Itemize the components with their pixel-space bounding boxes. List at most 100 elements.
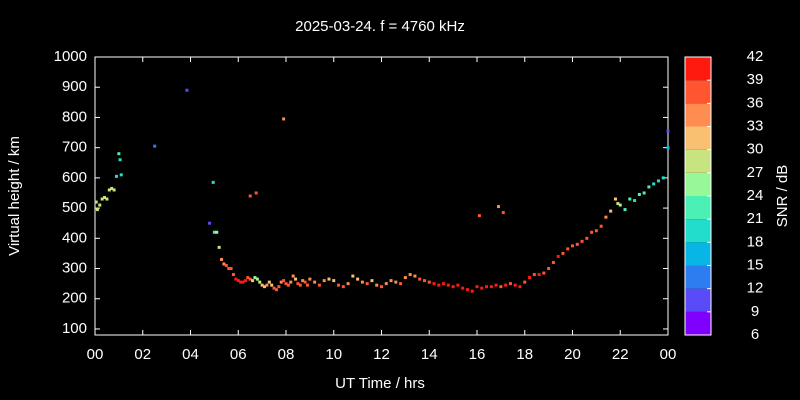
point xyxy=(532,273,536,277)
point xyxy=(504,283,508,287)
point xyxy=(107,188,111,192)
y-tick-label: 700 xyxy=(62,139,87,156)
point xyxy=(351,274,355,278)
y-axis-label: Virtual height / km xyxy=(6,136,23,256)
x-tick-label: 00 xyxy=(660,346,677,363)
colorbar-swatch xyxy=(685,242,711,266)
point xyxy=(94,200,98,204)
point xyxy=(580,239,584,243)
point xyxy=(332,279,336,283)
y-tick-label: 900 xyxy=(62,78,87,95)
colorbar-tick-label: 30 xyxy=(747,141,764,158)
x-tick-label: 02 xyxy=(134,346,151,363)
point xyxy=(661,176,665,180)
point xyxy=(389,279,393,283)
point xyxy=(496,205,500,209)
colorbar-label: SNR / dB xyxy=(774,165,791,228)
x-tick-label: 00 xyxy=(87,346,104,363)
point xyxy=(267,280,271,284)
point xyxy=(446,283,450,287)
point xyxy=(246,276,250,280)
point xyxy=(437,283,441,287)
colorbar-swatch xyxy=(685,219,711,243)
colorbar-tick-label: 9 xyxy=(751,303,759,320)
point xyxy=(613,197,617,201)
point xyxy=(633,199,637,203)
point xyxy=(394,280,398,284)
point xyxy=(399,282,403,286)
plot-frame xyxy=(94,56,669,336)
point xyxy=(279,280,283,284)
point xyxy=(263,285,267,289)
colorbar-tick-label: 15 xyxy=(747,256,764,273)
point xyxy=(241,280,245,284)
point xyxy=(370,279,374,283)
point xyxy=(360,280,364,284)
point xyxy=(224,264,228,267)
point xyxy=(528,276,532,280)
point xyxy=(231,273,235,277)
colorbar-tick-label: 33 xyxy=(747,117,764,134)
point xyxy=(513,283,517,287)
x-tick-label: 06 xyxy=(230,346,247,363)
point xyxy=(337,283,341,287)
point xyxy=(542,271,546,275)
point xyxy=(234,277,238,281)
point xyxy=(485,285,489,289)
point xyxy=(98,203,102,207)
point xyxy=(656,179,660,183)
point xyxy=(305,283,309,287)
colorbar-swatch xyxy=(685,288,711,312)
colorbar-swatch xyxy=(685,103,711,127)
point xyxy=(211,180,215,184)
x-tick-label: 14 xyxy=(421,346,438,363)
point xyxy=(236,279,240,283)
colorbar-tick-label: 27 xyxy=(747,164,764,181)
point xyxy=(272,286,276,290)
point xyxy=(119,173,123,177)
y-tick-label: 500 xyxy=(62,199,87,216)
point xyxy=(260,283,264,287)
y-tick-label: 600 xyxy=(62,169,87,186)
point xyxy=(456,283,460,287)
x-tick-label: 04 xyxy=(182,346,199,363)
colorbar-tick-label: 18 xyxy=(747,233,764,250)
point xyxy=(317,283,321,287)
point xyxy=(537,273,541,277)
point xyxy=(556,254,560,258)
point xyxy=(239,280,243,284)
point xyxy=(270,283,274,287)
point xyxy=(465,288,469,292)
point xyxy=(609,209,613,213)
point xyxy=(251,279,255,283)
point xyxy=(501,211,505,215)
point xyxy=(114,174,118,178)
point xyxy=(284,282,288,286)
point xyxy=(255,277,259,281)
y-tick-label: 800 xyxy=(62,108,87,125)
point xyxy=(254,191,258,195)
point xyxy=(303,280,307,284)
colorbar-swatch xyxy=(685,311,711,335)
point xyxy=(571,244,574,248)
point xyxy=(551,260,555,264)
colorbar-tick-label: 42 xyxy=(747,48,764,65)
x-tick-label: 10 xyxy=(325,346,342,363)
colorbar-swatch xyxy=(685,172,711,196)
point xyxy=(375,283,379,287)
y-tick-label: 1000 xyxy=(54,48,87,65)
point xyxy=(637,192,641,196)
y-tick-label: 300 xyxy=(62,259,87,276)
point xyxy=(480,286,484,290)
point xyxy=(666,129,670,133)
point xyxy=(227,267,231,271)
point xyxy=(365,282,369,286)
point xyxy=(523,280,527,284)
point xyxy=(153,144,157,148)
colorbar-swatch xyxy=(685,265,711,289)
point xyxy=(652,182,656,186)
point xyxy=(185,88,189,92)
chart-title: 2025-03-24. f = 4760 kHz xyxy=(295,18,465,35)
